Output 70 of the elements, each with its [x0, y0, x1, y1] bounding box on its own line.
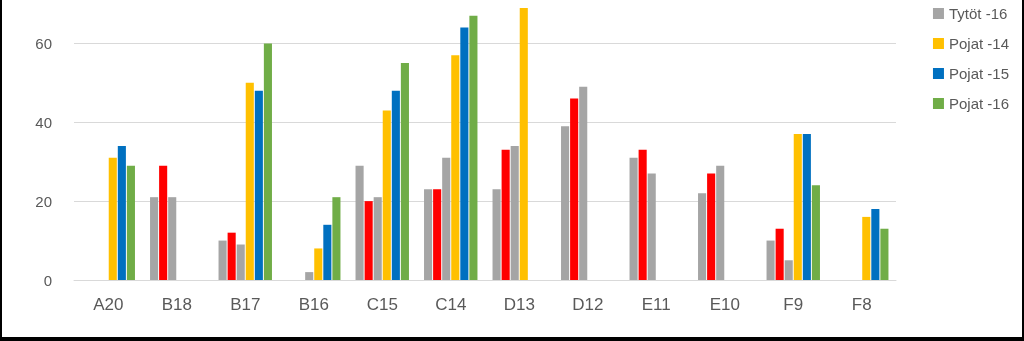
bar [501, 149, 510, 280]
bar [579, 86, 588, 280]
x-tick-label: C14 [435, 295, 467, 314]
bar [638, 149, 647, 280]
bar [168, 197, 177, 280]
bar [159, 165, 168, 280]
bar [862, 216, 871, 280]
bar [382, 110, 391, 280]
bar [126, 165, 135, 280]
bar [629, 157, 638, 280]
x-tick-label: F9 [783, 295, 804, 314]
y-tick-label: 40 [35, 113, 52, 131]
bar [647, 173, 656, 280]
bar [305, 272, 314, 280]
bar [469, 15, 478, 280]
bar [236, 244, 245, 280]
bar [510, 145, 519, 280]
bar [373, 197, 382, 280]
bar [460, 27, 469, 280]
bar [716, 165, 725, 280]
x-tick-label: B18 [161, 295, 192, 314]
y-tick-label: 0 [43, 271, 52, 289]
legend-label: Pojat -15 [948, 65, 1010, 82]
bar [442, 157, 451, 280]
bar [766, 240, 775, 280]
bar [108, 157, 117, 280]
y-tick-label: 20 [35, 192, 52, 210]
bar [400, 63, 409, 280]
bar [519, 7, 528, 280]
bar [245, 82, 254, 280]
x-tick-label: D13 [503, 295, 535, 314]
x-tick-label: A20 [93, 295, 124, 314]
bar [227, 232, 236, 280]
bar [424, 189, 433, 280]
bar [254, 90, 263, 280]
bar [811, 185, 820, 280]
bar [451, 55, 460, 280]
bar [263, 43, 272, 280]
bar [561, 126, 570, 280]
legend-label: Pojat -16 [948, 95, 1010, 112]
bar [150, 197, 159, 280]
bar [707, 173, 716, 280]
x-tick-label: E10 [709, 295, 740, 314]
bar [775, 228, 784, 280]
bar [323, 224, 332, 280]
bar [314, 248, 323, 280]
bar [433, 189, 442, 280]
x-tick-label: B16 [298, 295, 329, 314]
bar [364, 201, 373, 280]
y-tick-label: 60 [35, 34, 52, 52]
bar [698, 193, 707, 280]
bar [793, 134, 802, 280]
x-tick-label: F8 [851, 295, 872, 314]
bar [391, 90, 400, 280]
bar [880, 228, 889, 280]
bar [570, 98, 579, 280]
bar [218, 240, 227, 280]
bar [784, 260, 793, 280]
x-tick-label: C15 [366, 295, 398, 314]
bar [802, 134, 811, 280]
x-tick-label: B17 [230, 295, 261, 314]
x-tick-label: E11 [641, 295, 671, 314]
bar [492, 189, 501, 280]
x-tick-label: D12 [572, 295, 604, 314]
bar [117, 145, 126, 280]
legend-label: Pojat -14 [948, 35, 1010, 52]
bar [332, 197, 341, 280]
bar [355, 165, 364, 280]
legend-label: Tytöt -16 [948, 5, 1008, 22]
bar [871, 209, 880, 280]
